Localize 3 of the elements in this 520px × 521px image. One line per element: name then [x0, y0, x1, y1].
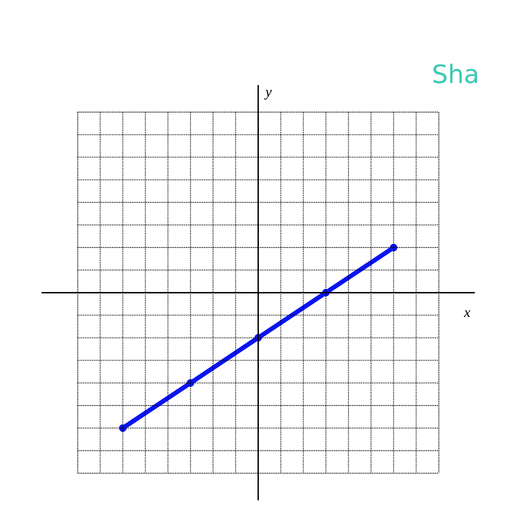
- text: Sha: [432, 60, 480, 90]
- x-axis-title: x: [463, 305, 472, 322]
- text: y: [263, 84, 272, 101]
